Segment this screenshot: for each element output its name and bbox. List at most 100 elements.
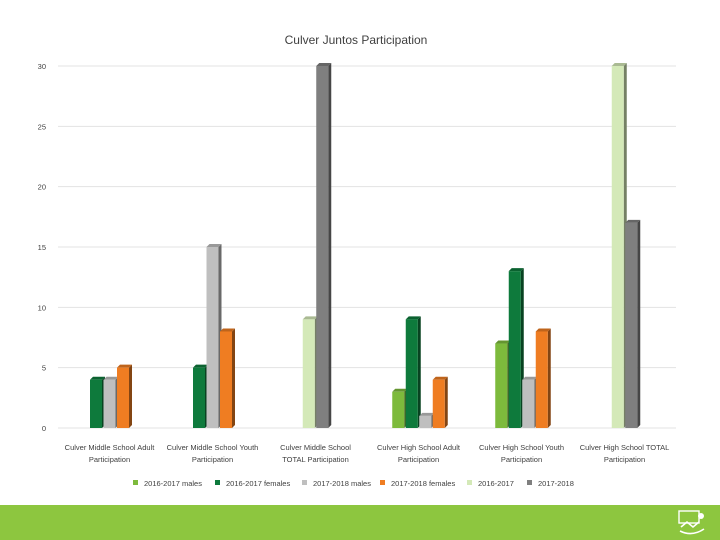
chart-title: Culver Juntos Participation [285, 33, 428, 47]
x-category-label: Participation [89, 455, 130, 464]
legend-swatch [380, 480, 385, 485]
bar-top [405, 316, 421, 320]
bar-face [316, 66, 329, 428]
legend-label: 2016-2017 [478, 479, 514, 488]
legend-swatch [302, 480, 307, 485]
bar-face [405, 319, 418, 428]
bars [90, 63, 641, 428]
bar-top [302, 316, 318, 320]
bar-side [129, 364, 132, 428]
x-category-label: Culver Middle School Youth [167, 443, 259, 452]
bar-face [522, 379, 535, 428]
y-tick-label: 0 [42, 424, 46, 433]
bar-top [206, 244, 222, 247]
bar-top [220, 328, 235, 332]
x-category-label: Culver High School TOTAL [580, 443, 670, 452]
bar [302, 316, 318, 428]
bar [206, 244, 222, 428]
bar-top [495, 340, 511, 344]
bar-top [535, 328, 551, 332]
legend-label: 2016-2017 females [226, 479, 290, 488]
legend-item: 2016-2017 [467, 479, 514, 488]
legend-label: 2017-2018 males [313, 479, 371, 488]
bar-face [103, 379, 116, 428]
y-tick-label: 15 [38, 243, 46, 252]
bar-side [547, 328, 551, 428]
bar [419, 412, 435, 428]
bar-face [302, 319, 315, 428]
x-category-label: Culver Middle School Adult [65, 443, 156, 452]
bar-chart: Culver Juntos Participation 0 5 10 15 20 25 30… [38, 33, 676, 488]
bar-face [392, 391, 405, 428]
x-category-label: Culver High School Adult [377, 443, 461, 452]
x-category-label: TOTAL Participation [282, 455, 349, 464]
legend-label: 2017-2018 [538, 479, 574, 488]
bar [625, 219, 641, 428]
bar [392, 388, 408, 428]
bar-face [625, 222, 638, 428]
bar-side [328, 63, 332, 428]
bar-top [193, 364, 208, 368]
bar-side [444, 376, 448, 428]
bar-face [117, 367, 129, 428]
bar-top [522, 376, 538, 380]
legend-label: 2017-2018 females [391, 479, 455, 488]
bar [316, 63, 332, 428]
bar [103, 376, 119, 428]
bar-top [103, 376, 119, 380]
legend-item: 2017-2018 [527, 479, 574, 488]
x-category-label: Culver Middle School [280, 443, 351, 452]
bar-top [611, 63, 627, 66]
footer-bar [0, 505, 720, 540]
x-category-label: Participation [192, 455, 233, 464]
bar [508, 268, 524, 428]
legend-item: 2017-2018 males [302, 479, 371, 488]
x-category-label: Culver High School Youth [479, 443, 564, 452]
x-category-label: Participation [398, 455, 439, 464]
y-tick-label: 25 [38, 122, 46, 131]
y-tick-label: 20 [38, 183, 46, 192]
bar-top [392, 388, 408, 392]
bar-face [193, 367, 205, 428]
bar [117, 364, 132, 428]
legend-item: 2016-2017 males [133, 479, 202, 488]
legend-swatch [133, 480, 138, 485]
legend: 2016-2017 males 2016-2017 females 2017-201… [133, 479, 574, 488]
bar-side [417, 316, 421, 428]
bar-top [90, 376, 105, 380]
bar [90, 376, 105, 428]
legend-swatch [527, 480, 532, 485]
gridlines [58, 65, 676, 429]
x-category-label: Participation [501, 455, 542, 464]
bar-face [508, 271, 521, 428]
bar-face [90, 379, 102, 428]
bar-side [232, 328, 235, 428]
bar [495, 340, 511, 428]
bar-top [625, 219, 641, 223]
legend-label: 2016-2017 males [144, 479, 202, 488]
x-category-label: Participation [604, 455, 645, 464]
bar-face [419, 415, 432, 428]
bar [193, 364, 208, 428]
bar [432, 376, 448, 428]
bar [522, 376, 538, 428]
bar-top [117, 364, 132, 368]
x-axis-category-labels: Culver Middle School Adult Participation C… [65, 443, 670, 464]
bar [535, 328, 551, 428]
bar-face [432, 379, 445, 428]
y-tick-label: 30 [38, 62, 46, 71]
bar-face [495, 343, 508, 428]
school-logo-icon [678, 510, 705, 535]
bar-face [535, 331, 548, 428]
bar-face [220, 331, 232, 428]
bar-face [206, 247, 219, 428]
bar [220, 328, 235, 428]
y-tick-label: 10 [38, 303, 46, 312]
bar [405, 316, 421, 428]
y-tick-label: 5 [42, 364, 46, 373]
legend-swatch [467, 480, 472, 485]
legend-swatch [215, 480, 220, 485]
bar-top [419, 412, 435, 416]
bar-side [637, 219, 641, 428]
bar-face [611, 66, 624, 428]
